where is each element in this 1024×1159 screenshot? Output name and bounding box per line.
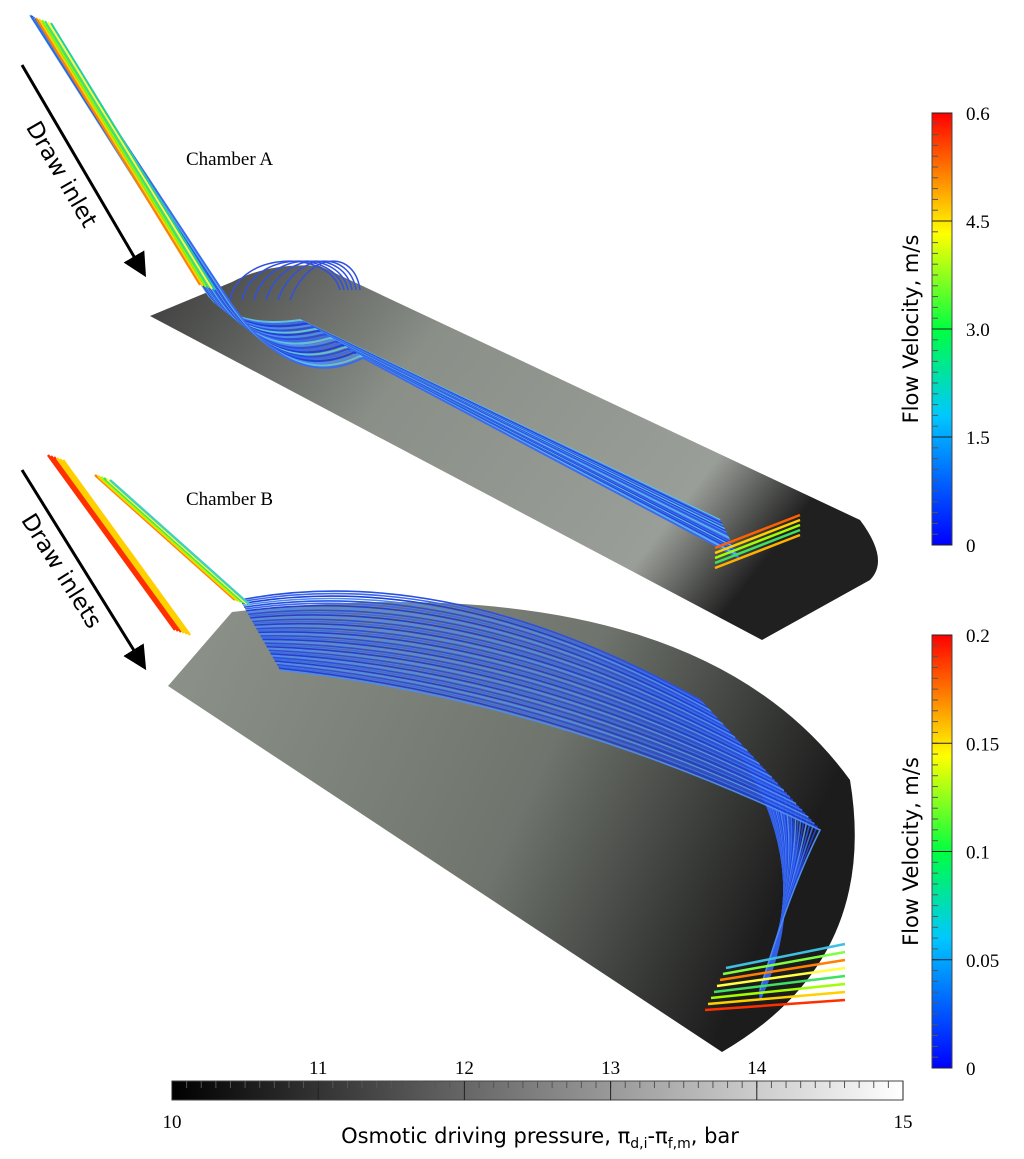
streamline [44,20,210,289]
chamber-label: Chamber A [186,149,273,170]
arrow [20,469,147,671]
title-part: π [618,1124,631,1148]
tick-label: 4.5 [966,212,990,233]
tick-label: 0.05 [966,951,999,972]
streamline [241,260,345,301]
streamline [704,998,846,1012]
streamline [714,533,801,570]
streamline [103,477,245,604]
colorbar-title: Flow Velocity, m/s [899,235,923,424]
tick-label: 14 [747,1058,767,1079]
streamline [52,456,183,633]
streamline [722,950,846,976]
tick-label: 13 [601,1058,620,1079]
tick-label: 11 [309,1058,327,1079]
streamline [97,475,239,602]
streamline [713,974,846,994]
colorbars: 0 1.5 3.0 4.5 0.6 Flow Velocity, m/s 0 0.05 0.1 0… [163,104,1000,1152]
colorbar-title: Flow Velocity, m/s [899,757,923,946]
streamline [714,528,801,565]
streamline [49,455,180,632]
streamline [48,27,740,559]
tick-label: 0.6 [966,104,990,125]
streamline [35,17,201,286]
streamline [106,478,248,605]
tick-label: 12 [455,1058,474,1079]
title-part: , bar [691,1124,740,1148]
title-part: d,i [630,1136,647,1152]
title-part: Osmotic driving pressure, [341,1124,618,1148]
streamline [714,518,801,555]
chamber-b-body [168,602,855,1052]
streamline [109,479,251,606]
streamline [46,454,177,631]
streamline [725,942,846,970]
streamline [100,476,242,603]
tick-label: 15 [894,1112,913,1133]
colorbar-title: Osmotic driving pressure, πd,i-πf,m, bar [341,1124,739,1152]
arrow [20,64,147,278]
title-part: f,m [668,1136,691,1152]
tick-label: 3.0 [966,320,990,341]
streamline [707,990,846,1006]
streamline [61,459,192,636]
streamline [50,22,216,291]
streamline [58,458,189,635]
tick-label: 0.1 [966,843,990,864]
streamline [55,457,186,634]
chamber-label: Chamber B [186,489,273,510]
streamline [41,19,207,288]
streamline [279,669,822,991]
streamlines [29,14,846,1012]
tick-label: 10 [163,1112,182,1133]
streamline [229,260,341,301]
streamline [265,260,353,301]
tick-label: 0.2 [966,626,990,647]
tick-label: 0 [966,536,976,557]
streamline [277,260,357,301]
streamline [710,982,846,1000]
streamline [714,523,801,560]
streamline [714,513,801,550]
tick-label: 0 [966,1059,976,1080]
tick-label: 1.5 [966,428,990,449]
title-part: -π [647,1124,668,1148]
streamline [47,21,213,290]
tick-label: 0.15 [966,734,999,755]
streamline [719,958,846,982]
streamline [289,260,361,301]
streamline [716,966,846,988]
streamline [38,18,204,287]
draw-inlets-label: Draw inlets [15,509,106,633]
streamline [94,474,236,601]
streamline [253,260,349,301]
